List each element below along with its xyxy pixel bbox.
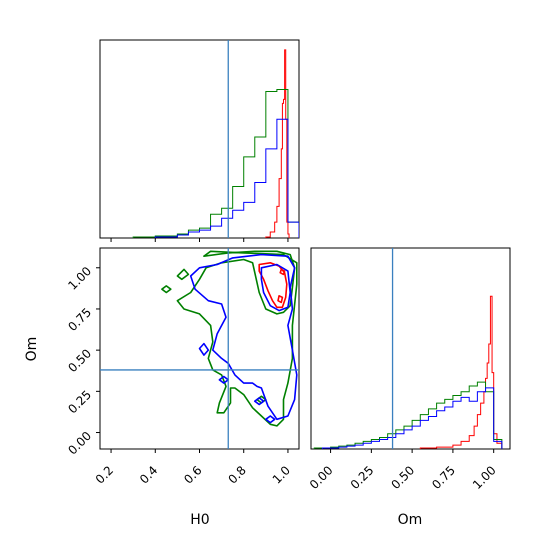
h0-tick-label-0: 0.2 [93,463,116,486]
contour-blue-8 [260,263,291,312]
contour-green-5 [161,285,172,294]
h0-histograms [132,49,299,238]
h0-tick-label-2: 0.6 [181,463,204,486]
h0-tick-label-1: 0.4 [137,463,160,486]
om-tick-label-1: 0.25 [65,388,94,417]
h0-tick-label-4: 1.0 [270,463,293,486]
h0-marginal-frame [99,39,300,239]
om-tick-label-2: 0.50 [65,346,94,375]
om-hist-blue [321,387,503,449]
h0-tick-label-3: 0.8 [225,463,248,486]
y-axis-label-om: Om [24,337,40,362]
om-hist-red [419,295,503,449]
om-marginal-panel: 0.00 0.25 0.50 0.75 1.00 [307,247,511,492]
contour-blue-11 [254,397,265,406]
om-marginal-tick-label-1: 0.25 [348,463,377,492]
contour-red-1 [279,268,286,276]
om-hist-green [313,381,503,449]
om-marginal-tick-label-3: 0.75 [429,463,458,492]
contour-blue-10 [218,375,229,384]
h0-hist-green [132,89,299,238]
om-tick-label-0: 0.00 [65,429,94,458]
h0-om-joint-panel: 0.2 0.4 0.6 0.8 1.0 0.00 0.25 0.50 0.75 1.00 [65,247,300,487]
om-tick-label-3: 0.75 [65,305,94,334]
contour-blue-12 [265,415,276,424]
contour-blue-9 [198,342,210,356]
om-tick-label-4: 1.00 [65,264,94,293]
om-marginal-frame [310,247,511,450]
contour-green-3 [176,250,298,427]
h0-hist-red [265,49,290,238]
x-axis-label-om: Om [398,512,423,528]
om-marginal-tick-label-0: 0.00 [307,463,336,492]
h0-marginal-panel [99,39,300,242]
contour-red-2 [277,295,284,304]
om-histograms [313,295,503,449]
om-marginal-tick-label-2: 0.50 [388,463,417,492]
joint-contours [161,250,298,427]
contour-green-4 [176,268,190,281]
h0-hist-blue [154,118,299,238]
contour-blue-7 [189,253,298,421]
x-axis-label-h0: H0 [190,512,209,528]
om-marginal-tick-label-4: 1.00 [470,463,499,492]
